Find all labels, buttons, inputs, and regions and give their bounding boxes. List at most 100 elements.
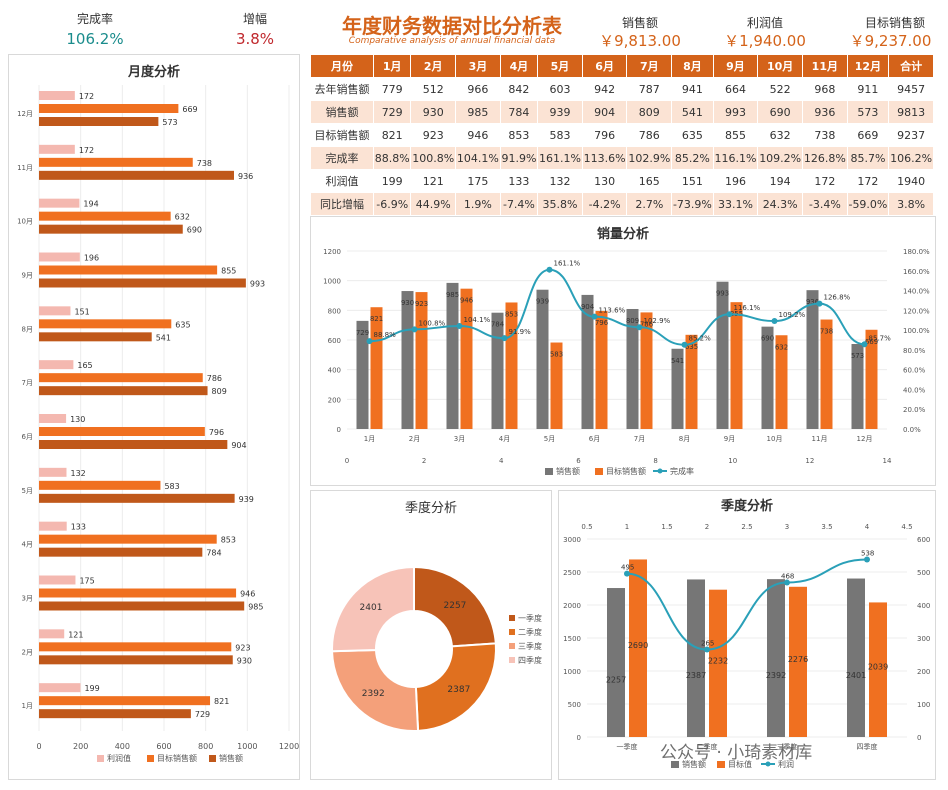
y-category-label: 8月 (22, 325, 33, 333)
table-cell: 106.2% (888, 146, 934, 170)
table-cell: 966 (455, 77, 501, 101)
target-value-label: 669 (865, 338, 878, 346)
y-category-label: 11月 (17, 164, 33, 172)
x-category-label: 10月 (767, 435, 783, 443)
total-target-value: ￥9,237.00 (849, 32, 932, 50)
legend-label: 二季度 (518, 627, 542, 637)
x2-tick-label: 4.5 (901, 523, 912, 531)
completion-label: 102.9% (644, 317, 671, 325)
sales-value-label: 784 (491, 321, 505, 329)
bar-value-label: 784 (206, 549, 221, 558)
bar-value-label: 165 (77, 361, 92, 370)
bar-2 (39, 547, 203, 557)
table-cell: 91.9% (499, 146, 539, 170)
table-cell: -59.0% (846, 192, 890, 216)
sales-panel: 销量分析 0 200 400 600 800 1000 1200 0.0% 20.0% 40.0%… (310, 216, 936, 486)
bar-value-label: 930 (237, 656, 252, 665)
table-cell: 130 (581, 169, 628, 193)
profit-point (624, 570, 630, 577)
legend-swatch (671, 761, 679, 768)
bar-value-label: 729 (195, 710, 210, 719)
table-cell: 196 (712, 169, 759, 193)
target-value-label: 786 (640, 320, 654, 328)
quarter-bar-title: 季度分析 (720, 499, 773, 514)
bar-2 (39, 170, 234, 180)
table-header-cell: 1月 (372, 54, 412, 78)
target-bar (370, 307, 383, 429)
y2-tick-label: 40.0% (903, 386, 926, 394)
x-tick-label: 200 (73, 742, 88, 751)
target-bar (550, 342, 563, 429)
table-cell: -4.2% (581, 192, 628, 216)
table-cell: 24.3% (757, 192, 803, 216)
bar-1 (39, 480, 161, 490)
table-header-cell: 8月 (671, 54, 714, 78)
legend-marker (765, 761, 771, 767)
y-tick-label: 600 (328, 337, 341, 345)
legend-label: 销售额 (682, 759, 706, 769)
table-header-cell: 5月 (537, 54, 583, 78)
sales-bar (356, 320, 369, 429)
table-header-cell: 12月 (846, 54, 890, 78)
sales-bar (806, 290, 819, 429)
table-cell: 161.1% (537, 146, 583, 170)
x-tick-label: 1000 (237, 742, 257, 751)
x-tick-label: 400 (115, 742, 130, 751)
completion-point (861, 341, 868, 348)
table-cell: -7.4% (499, 192, 539, 216)
table-row-label: 目标销售额 (310, 123, 374, 147)
y2-tick-label: 100 (917, 701, 930, 709)
table-cell: 151 (671, 169, 714, 193)
y2-tick-label: 500 (917, 569, 930, 577)
bar-1 (39, 534, 217, 544)
legend-label: 销售额 (219, 753, 243, 763)
table-cell: 9457 (888, 77, 934, 101)
sales-value-label: 690 (761, 335, 774, 343)
table-cell: 126.8% (802, 146, 848, 170)
table-cell: 923 (410, 123, 457, 147)
bar-2 (39, 655, 233, 665)
table-header-cell: 6月 (581, 54, 628, 78)
y-tick-label: 2000 (563, 602, 581, 610)
profit-point (784, 579, 790, 586)
legend-label: 利润 (778, 759, 794, 769)
target-bar (685, 334, 698, 429)
table-cell: -73.9% (671, 192, 714, 216)
x-category-label: 一季度 (617, 742, 638, 751)
watermark: 公众号 · 小琦素材库 (660, 743, 813, 763)
bar-0 (39, 467, 67, 477)
bar-1 (39, 265, 218, 275)
sales-value-label: 904 (581, 303, 595, 311)
total-profit-value: ￥1,940.00 (724, 32, 806, 50)
sales-bar (761, 326, 774, 429)
bar-0 (39, 306, 71, 316)
monthly-chart-title: 月度分析 (127, 65, 180, 80)
bar-0 (39, 575, 76, 585)
x-tick-label: 1200 (279, 742, 299, 751)
sales-value-label: 939 (536, 298, 549, 306)
y-tick-label: 1500 (563, 635, 581, 643)
total-sales-value: ￥9,813.00 (599, 32, 681, 50)
quarter-pie-title: 季度分析 (404, 501, 457, 516)
bar-value-label: 635 (175, 320, 190, 329)
table-row-label: 同比增幅 (310, 192, 374, 216)
bar-2 (39, 386, 208, 396)
completion-label: 104.1% (464, 316, 491, 324)
table-header-row: 月份 1月 2月 3月 4月 5月 6月 7月 8月 9月 10月 11月 12月 合计 (310, 54, 934, 78)
legend-label: 利润值 (107, 753, 131, 763)
table-cell: 942 (581, 77, 628, 101)
y2-tick-label: 180.0% (903, 248, 930, 256)
bar-1 (39, 696, 211, 706)
y-category-label: 7月 (22, 379, 33, 387)
table-cell: 904 (581, 100, 628, 124)
table-cell: 172 (802, 169, 848, 193)
table-cell: 784 (499, 100, 539, 124)
table-row: 去年销售额 779 512 966 842 603 942 787 941 664 522 968 91… (310, 77, 934, 101)
target-bar (709, 589, 727, 737)
x2-tick-label: 4 (499, 457, 504, 465)
x-category-label: 4月 (499, 435, 510, 443)
table-cell: 911 (846, 77, 890, 101)
completion-point (366, 338, 373, 345)
sales-value-label: 2387 (686, 671, 706, 680)
table-cell: 635 (671, 123, 714, 147)
